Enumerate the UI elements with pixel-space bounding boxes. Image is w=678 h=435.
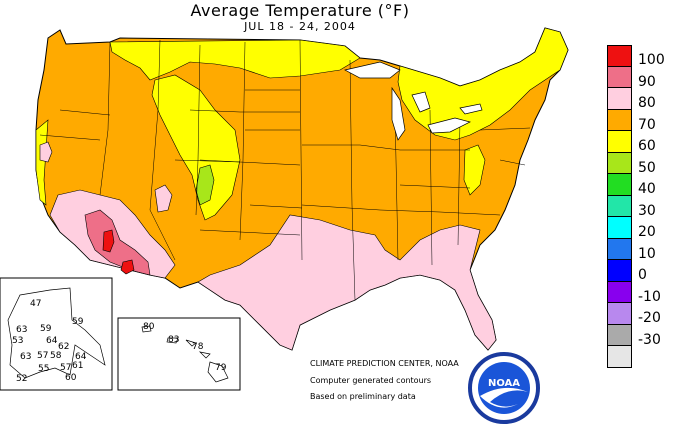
- legend-swatch: [607, 324, 632, 346]
- hawaii-value-label: 83: [168, 335, 180, 345]
- noaa-logo: NOAA: [468, 352, 540, 424]
- legend-swatch: [607, 346, 632, 368]
- rockies-60s-region: [151, 74, 241, 221]
- legend-label: 0: [638, 267, 647, 283]
- legend-swatch: [607, 238, 632, 260]
- credit-center: CLIMATE PREDICTION CENTER, NOAA: [310, 359, 459, 368]
- alaska-value-label: 59: [40, 324, 52, 334]
- legend-label: 100: [638, 52, 665, 68]
- appalachian-60s-region: [463, 144, 486, 196]
- legend-swatch: [607, 260, 632, 282]
- legend-label: 30: [638, 202, 656, 219]
- oregon-80s-spot: [39, 141, 53, 163]
- legend-swatch: [607, 195, 632, 217]
- legend-swatch: [607, 303, 632, 325]
- alaska-value-label: 64: [46, 336, 58, 346]
- legend-label: 50: [638, 159, 656, 176]
- alaska-value-label: 58: [50, 351, 62, 361]
- credit-line-2: Based on preliminary data: [310, 392, 416, 401]
- alaska-outline: [7, 287, 106, 379]
- alaska-value-label: 61: [72, 361, 84, 371]
- green-50s-spot: [195, 164, 215, 206]
- legend-swatch: [607, 88, 632, 110]
- alaska-value-label: 47: [30, 299, 42, 309]
- legend-swatch: [607, 109, 632, 131]
- legend-label: -30: [638, 331, 661, 348]
- desert-100s-spot-1: [102, 229, 115, 253]
- legend-label: -20: [638, 310, 661, 326]
- hawaii-islands: [141, 325, 229, 383]
- legend-label: 20: [638, 224, 656, 240]
- desert-90s-region: [84, 209, 151, 276]
- alaska-value-label: 63: [16, 325, 28, 335]
- hawaii-value-label: 79: [215, 363, 227, 373]
- map-title: Average Temperature (°F): [190, 1, 410, 20]
- south-80s-region: [197, 214, 497, 351]
- alaska-value-label: 55: [38, 364, 50, 374]
- legend-swatch: [607, 281, 632, 303]
- legend-swatch: [607, 45, 632, 67]
- noaa-logo-text: NOAA: [488, 378, 520, 389]
- state-boundaries: [39, 39, 531, 301]
- alaska-value-label: 53: [12, 336, 24, 346]
- legend-swatch: [607, 217, 632, 239]
- legend-label: 90: [638, 73, 656, 90]
- alaska-value-label: 63: [20, 352, 32, 362]
- legend-label: -10: [638, 288, 661, 305]
- alaska-value-label: 52: [16, 374, 28, 384]
- legend-swatch: [607, 131, 632, 153]
- hawaii-value-label: 78: [192, 342, 204, 352]
- legend-label: 80: [638, 95, 656, 111]
- map-period: JUL 18 - 24, 2004: [244, 20, 356, 33]
- northeast-60s-region: [397, 27, 569, 141]
- west-coast-60s-strip: [35, 119, 49, 206]
- alaska-value-label: 62: [58, 342, 70, 352]
- legend-label: 60: [638, 138, 656, 154]
- legend-label: 70: [638, 116, 656, 133]
- desert-100s-spot-2: [120, 259, 135, 275]
- legend-swatch: [607, 152, 632, 174]
- alaska-value-label: 60: [65, 373, 77, 383]
- alaska-value-label: 59: [72, 317, 84, 327]
- legend-swatch: [607, 174, 632, 196]
- alaska-value-label: 57: [60, 363, 72, 373]
- legend-swatch: [607, 66, 632, 88]
- alaska-value-label: 64: [75, 352, 87, 362]
- northern-60s-region: [109, 39, 361, 81]
- credit-line-1: Computer generated contours: [310, 376, 432, 385]
- great-lakes: [344, 61, 483, 141]
- legend-label: 40: [638, 181, 656, 197]
- alaska-value-label: 57: [37, 351, 49, 361]
- hawaii-value-label: 80: [143, 322, 155, 332]
- interior-80s-spot: [154, 184, 173, 213]
- legend-label: 10: [638, 245, 656, 262]
